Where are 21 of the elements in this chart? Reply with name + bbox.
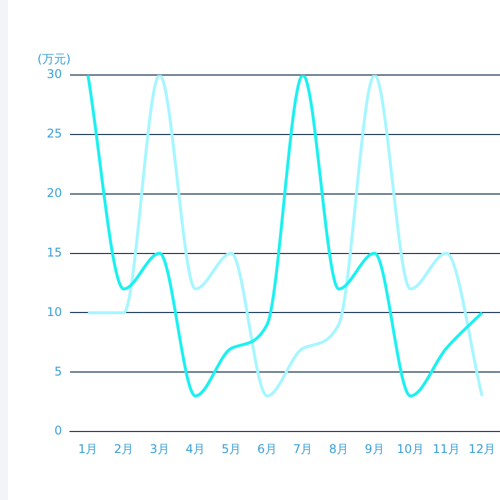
x-tick-label: 10月	[396, 442, 424, 456]
x-tick-label: 2月	[114, 442, 134, 456]
x-tick-label: 7月	[293, 442, 313, 456]
y-tick-label: 30	[46, 67, 62, 82]
line-series	[86, 75, 484, 398]
y-tick-label: 0	[54, 424, 62, 438]
x-tick-label: 8月	[328, 442, 349, 456]
x-tick-label: 12月	[468, 442, 496, 456]
y-tick-label: 5	[54, 364, 62, 378]
x-tick-label: 6月	[257, 442, 277, 456]
y-axis-title: (万元)	[37, 52, 71, 66]
y-tick-label: 15	[46, 245, 62, 260]
x-tick-label: 1月	[78, 442, 98, 456]
x-tick-label: 11月	[432, 442, 460, 456]
x-tick-label: 3月	[150, 442, 170, 456]
x-tick-label: 5月	[221, 442, 242, 456]
y-tick-label: 20	[46, 186, 62, 200]
y-tick-label: 10	[46, 304, 62, 319]
x-tick-label: 9月	[364, 442, 384, 456]
x-tick-label: 4月	[186, 442, 206, 456]
y-tick-label: 25	[46, 126, 62, 141]
